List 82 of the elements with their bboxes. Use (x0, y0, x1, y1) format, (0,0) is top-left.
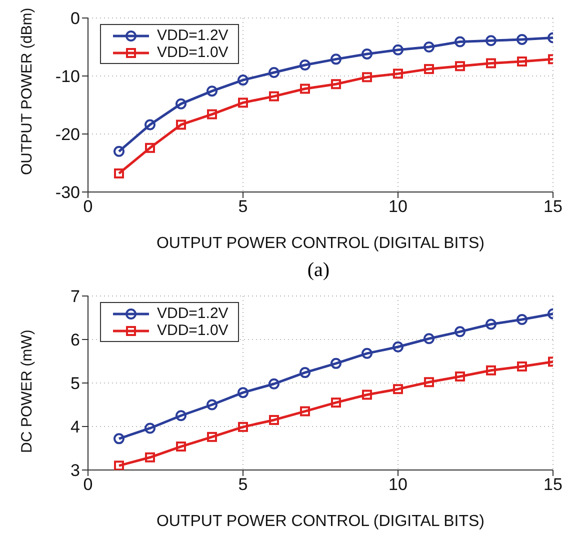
point (330, 358, 342, 369)
point (145, 142, 155, 153)
point (516, 314, 528, 325)
y-tick-label: -20 (55, 125, 80, 144)
point (114, 460, 124, 470)
point (424, 377, 434, 388)
point (331, 79, 341, 90)
point (362, 348, 372, 359)
x-axis-title: OUTPUT POWER CONTROL (DIGITAL BITS) (156, 513, 485, 530)
y-tick-label: 5 (70, 374, 80, 394)
x-tick-label: 5 (238, 475, 248, 494)
y-tick-label: -10 (55, 67, 80, 86)
point (392, 341, 404, 352)
x-tick-label: 10 (388, 197, 408, 216)
point (454, 326, 466, 338)
point (517, 361, 527, 372)
point (114, 168, 124, 178)
point (268, 67, 280, 78)
point (269, 91, 279, 102)
y-axis-title: OUTPUT POWER (dBm) (18, 8, 36, 175)
point (392, 44, 404, 56)
x-tick-label: 10 (388, 475, 408, 494)
point (144, 422, 156, 434)
point (114, 433, 124, 444)
point (486, 35, 496, 46)
x-tick-label: 5 (238, 197, 248, 216)
point (176, 410, 186, 422)
point (455, 61, 465, 72)
point (424, 42, 434, 52)
point (268, 378, 280, 390)
point (486, 365, 496, 376)
legend-label: VDD=1.2V (157, 305, 228, 322)
point (238, 422, 248, 432)
point (362, 48, 372, 60)
point (114, 146, 124, 157)
y-tick-label: 7 (70, 287, 80, 306)
point (176, 98, 186, 110)
point (300, 59, 310, 70)
point (300, 84, 310, 94)
point (206, 399, 218, 410)
point (330, 54, 342, 65)
y-tick-label: 3 (70, 461, 80, 480)
point (238, 387, 248, 398)
point (238, 98, 248, 108)
point (424, 64, 434, 74)
point (176, 120, 186, 130)
y-tick-label: 6 (70, 330, 80, 350)
point (486, 58, 496, 68)
y-tick-label: 4 (70, 418, 80, 437)
x-tick-label: 0 (83, 197, 93, 216)
y-tick-label: -30 (55, 183, 80, 202)
x-tick-label: 15 (544, 197, 562, 216)
y-axis-title: DC POWER (mW) (18, 330, 36, 453)
point (206, 86, 218, 97)
point (300, 367, 310, 378)
point (393, 68, 403, 79)
point (393, 384, 403, 394)
y-tick-label: 0 (70, 9, 80, 28)
legend-label: VDD=1.2V (157, 27, 228, 44)
point (516, 34, 528, 45)
point (145, 452, 155, 462)
point (362, 72, 372, 82)
legend-label: VDD=1.0V (157, 322, 228, 339)
text: (a) (306, 258, 331, 282)
point (300, 406, 310, 416)
point (176, 442, 186, 452)
point (144, 119, 156, 130)
x-tick-label: 0 (83, 475, 93, 494)
point (238, 74, 248, 86)
point (486, 318, 496, 330)
legend-label: VDD=1.0V (157, 44, 228, 61)
point (454, 36, 466, 48)
point (517, 56, 527, 66)
point (424, 333, 434, 344)
x-axis-title: OUTPUT POWER CONTROL (DIGITAL BITS) (156, 235, 485, 252)
point (269, 414, 279, 425)
point (207, 109, 217, 120)
x-tick-label: 15 (544, 475, 562, 494)
point (207, 432, 217, 442)
point (455, 371, 465, 382)
point (331, 398, 341, 408)
point (362, 390, 372, 400)
